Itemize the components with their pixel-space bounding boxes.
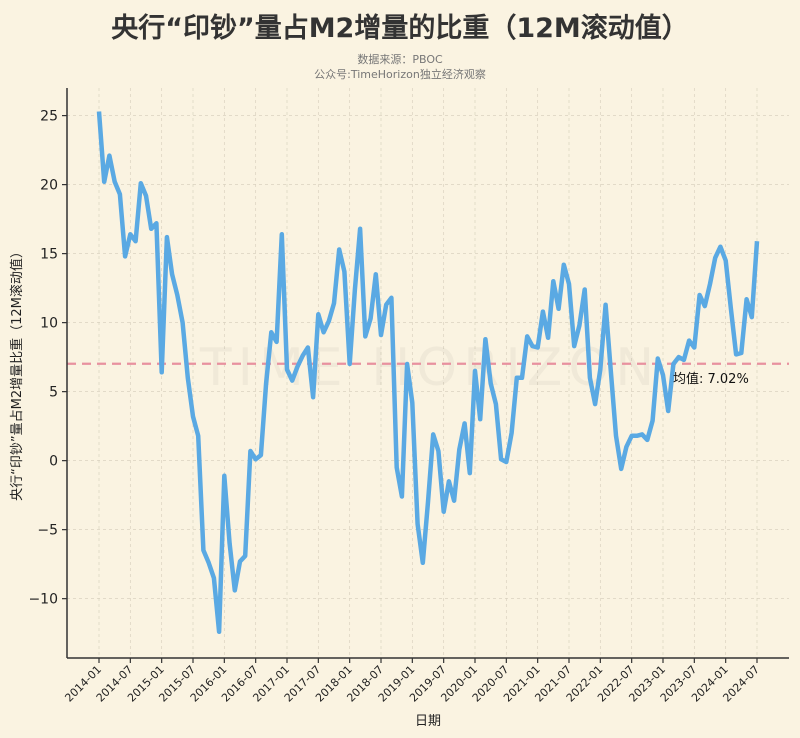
mean-label: 均值: 7.02% — [673, 371, 749, 387]
chart-title: 央行“印钞”量占M2增量的比重（12M滚动值） — [111, 13, 689, 44]
y-tick-label: 10 — [40, 316, 58, 332]
grid — [67, 88, 789, 658]
y-tick-label: 25 — [40, 109, 58, 125]
y-tick-label: −5 — [37, 523, 58, 539]
y-axis-label: 央行“印钞”量占M2增量比重（12M滚动值） — [9, 245, 25, 501]
x-axis-label: 日期 — [415, 714, 441, 729]
y-tick-label: −10 — [28, 592, 58, 608]
chart-subtitle-account: 公众号:TimeHorizon独立经济观察 — [314, 68, 486, 81]
watermark: TIME HORIZON — [199, 338, 660, 398]
y-tick-label: 0 — [49, 454, 58, 470]
chart-subtitle-source: 数据来源：PBOC — [357, 53, 443, 66]
series-line — [96, 111, 760, 635]
y-tick-label: 20 — [40, 178, 58, 194]
y-tick-label: 15 — [40, 247, 58, 263]
y-tick-label: 5 — [49, 385, 58, 401]
